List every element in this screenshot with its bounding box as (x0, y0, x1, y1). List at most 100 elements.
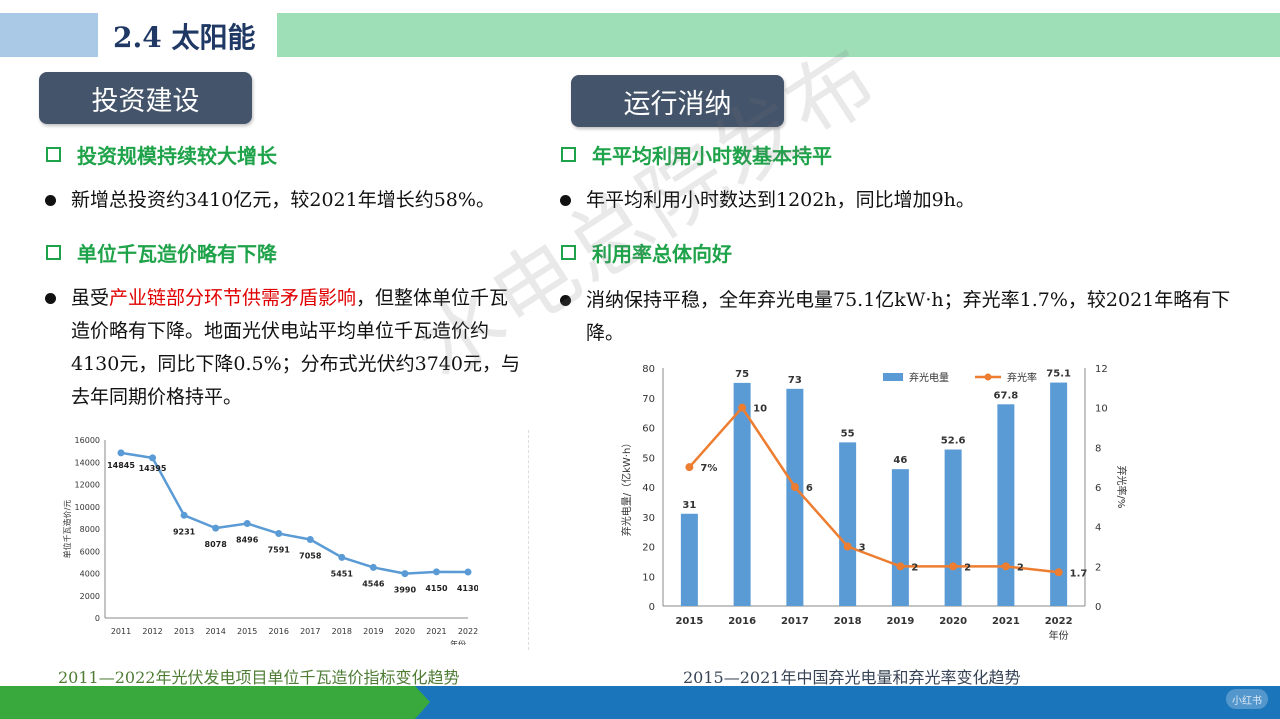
right-y-tick-label: 4 (1095, 523, 1101, 534)
curtailment-rate-point (949, 562, 958, 571)
curtailed-energy-bar (733, 382, 751, 606)
cost-data-label: 7058 (299, 551, 322, 560)
y-tick-label: 10000 (75, 503, 100, 512)
left-y-tick-label: 80 (642, 364, 655, 375)
cost-data-label: 14395 (139, 464, 167, 473)
left-bullet-1-text: 新增总投资约3410亿元，较2021年增长约58%。 (71, 189, 495, 211)
curtailed-energy-bar (839, 442, 857, 606)
curtailment-rate-point (1001, 562, 1010, 571)
right-heading-2-text: 利用率总体向好 (592, 242, 732, 266)
curtailed-energy-label: 75.1 (1046, 369, 1071, 380)
cost-data-point (432, 568, 440, 576)
cost-data-label: 8078 (205, 540, 228, 549)
cost-data-point (369, 563, 377, 571)
x-tick-label: 2020 (939, 616, 967, 627)
x-axis-label: 年份 (1049, 629, 1069, 642)
curtailed-energy-bar (891, 469, 909, 606)
right-bullet-2: 消纳保持平稳，全年弃光电量75.1亿kW·h；弃光率1.7%，较2021年略有下… (560, 284, 1240, 350)
right-y-tick-label: 2 (1095, 562, 1101, 573)
cost-line-chart: 0 2000 4000 6000 8000 10000 12000 14000 16000 201… (62, 436, 478, 645)
x-tick-label: 2019 (363, 627, 383, 636)
curtailment-rate-point (685, 463, 694, 472)
y-tick-label: 4000 (80, 570, 100, 579)
cost-data-point (149, 454, 157, 462)
curtailment-rate-point (790, 483, 799, 491)
curtailed-energy-label: 46 (893, 455, 907, 466)
x-tick-label: 2021 (426, 627, 446, 636)
cost-data-point (117, 449, 125, 457)
curtailment-rate-label: 10 (753, 404, 767, 415)
curtailed-energy-label: 55 (841, 428, 855, 439)
x-tick-label: 2013 (174, 627, 194, 636)
cost-data-label: 4546 (362, 579, 385, 588)
investment-section-tab: 投资建设 (39, 72, 252, 124)
y-tick-label: 0 (95, 614, 100, 623)
square-bullet-icon (46, 245, 61, 260)
footer-bar-blue (415, 686, 1280, 719)
left-heading-2-text: 单位千瓦造价略有下降 (77, 242, 277, 266)
legend-bar-swatch (883, 373, 903, 381)
curtailed-energy-label: 31 (682, 500, 696, 511)
curtailment-rate-line (688, 405, 1059, 574)
cost-data-point (243, 519, 251, 527)
left-bullet-2-post: ，但整体单位千瓦造价略有下降。地面光伏电站平均单位千瓦造价约4130元，同比下降… (71, 287, 520, 408)
curtailed-energy-bar (1050, 382, 1068, 606)
title-box (98, 10, 268, 60)
right-y-tick-label: 12 (1095, 364, 1108, 375)
x-tick-label: 2015 (237, 627, 257, 636)
column-divider (528, 430, 529, 650)
cost-data-point (275, 530, 283, 538)
investment-section-label: 投资建设 (91, 85, 200, 117)
cost-series-line (120, 451, 469, 575)
x-tick-label: 2016 (269, 627, 289, 636)
y-tick-label: 8000 (80, 525, 100, 534)
y-axis-label: 单位千瓦造价/元 (62, 500, 72, 559)
curtailment-rate-label: 1.7 (1070, 568, 1088, 579)
x-tick-label: 2018 (834, 616, 862, 627)
curtailment-rate-point (896, 562, 905, 571)
square-bullet-icon (561, 245, 576, 260)
cost-data-point (464, 568, 472, 576)
x-tick-label: 2011 (111, 627, 131, 636)
right-y-tick-label: 10 (1095, 404, 1108, 415)
cost-data-point (212, 524, 220, 532)
x-tick-label: 2022 (1045, 616, 1073, 627)
left-heading-1: 投资规模持续较大增长 (46, 140, 277, 169)
x-tick-label: 2012 (142, 627, 162, 636)
curtailed-energy-label: 75 (735, 369, 749, 380)
x-tick-label: 2020 (395, 627, 415, 636)
operation-section-label: 运行消纳 (623, 88, 732, 120)
curtailment-rate-label: 7% (700, 463, 717, 474)
square-bullet-icon (561, 147, 576, 162)
curtailed-energy-bar (680, 513, 698, 606)
y-tick-label: 2000 (80, 592, 100, 601)
cost-data-label: 4150 (425, 584, 448, 593)
curtailment-rate-label: 2 (964, 562, 971, 573)
cost-data-point (306, 535, 314, 543)
curtailed-energy-label: 52.6 (941, 436, 966, 447)
right-bullet-1-text: 年平均利用小时数达到1202h，同比增加9h。 (586, 189, 975, 211)
square-bullet-icon (46, 147, 61, 162)
footer-bar-green (0, 686, 430, 719)
left-y-axis-label: 弃光电量/（亿kW·h） (620, 438, 633, 537)
curtailed-energy-label: 73 (788, 375, 802, 386)
cost-data-label: 14845 (107, 461, 135, 470)
legend-line-marker (984, 373, 992, 381)
x-tick-label: 2017 (300, 627, 320, 636)
left-bullet-2-highlight: 产业链部分环节供需矛盾影响 (109, 287, 357, 309)
curtailment-rate-point (738, 403, 747, 412)
curtailment-rate-label: 2 (911, 562, 918, 573)
x-tick-label: 2022 (458, 627, 478, 636)
curtailment-rate-label: 6 (806, 483, 813, 494)
x-axis-label: 年份 (450, 639, 466, 645)
x-tick-label: 2015 (675, 616, 703, 627)
legend-line-label: 弃光率 (1007, 371, 1037, 384)
right-y-tick-label: 6 (1095, 483, 1101, 494)
header-bar-left (0, 13, 98, 57)
left-y-tick-label: 10 (642, 572, 655, 583)
right-y-axis-label: 弃光率/% (1115, 466, 1128, 509)
left-y-tick-label: 20 (642, 543, 655, 554)
x-tick-label: 2021 (992, 616, 1020, 627)
cost-data-point (180, 511, 188, 519)
